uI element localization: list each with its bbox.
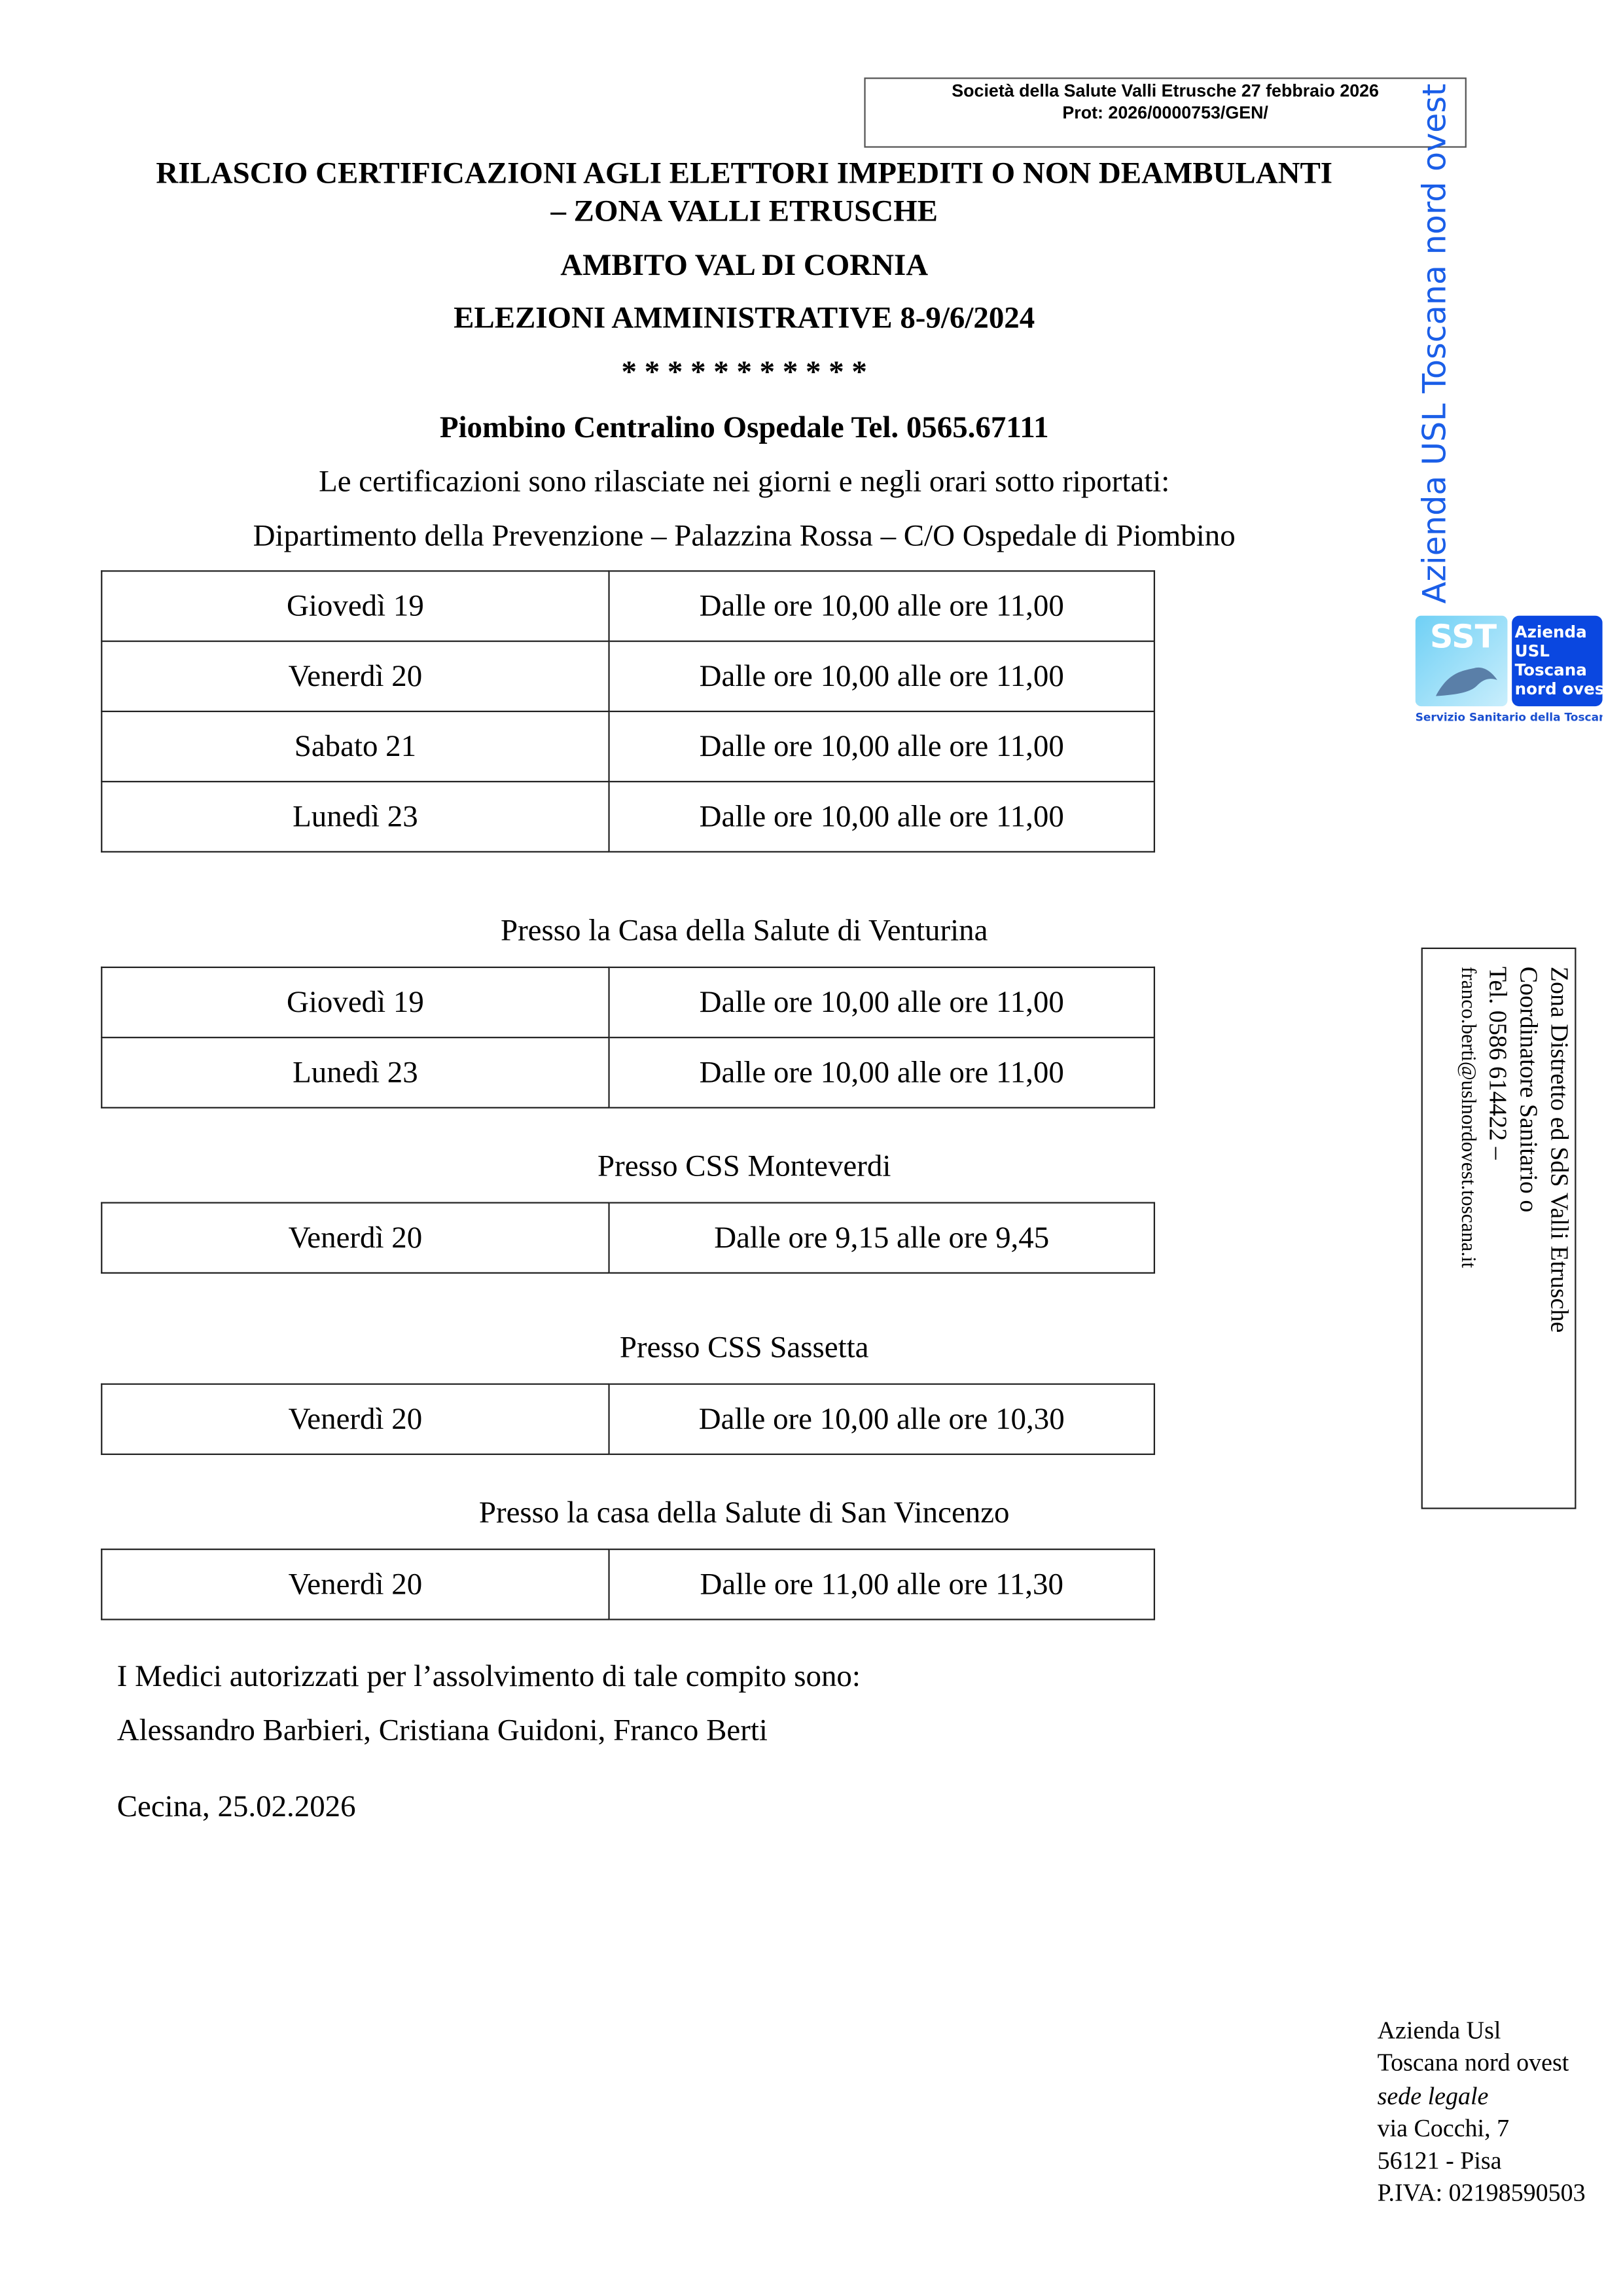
footer-address: Azienda Usl Toscana nord ovest sede lega… xyxy=(1378,2015,1586,2211)
footer-line: Toscana nord ovest xyxy=(1377,2049,1569,2077)
hours-cell: Dalle ore 9,15 alle ore 9,45 xyxy=(608,1202,1156,1274)
section-title: Presso CSS Monteverdi xyxy=(597,1147,891,1183)
contact-coordinatore: Coordinatore Sanitario o xyxy=(1514,966,1543,1213)
schedule-table: Giovedì 19 Dalle ore 10,00 alle ore 11,00… xyxy=(101,570,1156,853)
svg-text:SST: SST xyxy=(1430,618,1497,656)
title-line-2: – ZONA VALLI ETRUSCHE xyxy=(550,192,938,228)
contact-box: Zona Distretto ed SdS Valli Etrusche Coo… xyxy=(1421,947,1577,1509)
section-title: Presso la Casa della Salute di Venturina xyxy=(500,912,988,948)
day-cell: Venerdì 20 xyxy=(101,640,610,713)
day-cell: Venerdì 20 xyxy=(101,1549,610,1621)
day-cell: Lunedì 23 xyxy=(101,1037,610,1109)
vertical-brand-text: Azienda USL Toscana nord ovest xyxy=(1418,83,1454,604)
contact-tel: Tel. 0586 614422 – xyxy=(1484,966,1512,1160)
footer-line: P.IVA: 02198590503 xyxy=(1377,2179,1586,2208)
contact-zona: Zona Distretto ed SdS Valli Etrusche xyxy=(1545,966,1573,1333)
hours-cell: Dalle ore 10,00 alle ore 11,00 xyxy=(608,710,1156,783)
doctors-intro: I Medici autorizzati per l’assolvimento … xyxy=(116,1658,861,1694)
footer-line: sede legale xyxy=(1377,2081,1489,2110)
hours-cell: Dalle ore 10,00 alle ore 11,00 xyxy=(608,1037,1156,1109)
title-line-1: RILASCIO CERTIFICAZIONI AGLI ELETTORI IM… xyxy=(156,154,1333,190)
schedule-table: Giovedì 19 Dalle ore 10,00 alle ore 11,00… xyxy=(101,966,1156,1109)
hours-cell: Dalle ore 10,00 alle ore 10,30 xyxy=(608,1383,1156,1456)
table-row: Venerdì 20 Dalle ore 11,00 alle ore 11,30 xyxy=(101,1549,1156,1621)
day-cell: Sabato 21 xyxy=(101,710,610,783)
contact-email: franco.berti@uslnordovest.toscana.it xyxy=(1456,966,1478,1268)
doctors-list: Alessandro Barbieri, Cristiana Guidoni, … xyxy=(116,1712,768,1748)
protocol-stamp: Società della Salute Valli Etrusche 27 f… xyxy=(864,77,1467,148)
title-line-4: ELEZIONI AMMINISTRATIVE 8-9/6/2024 xyxy=(454,300,1035,335)
phone-line: Piombino Centralino Ospedale Tel. 0565.6… xyxy=(439,409,1049,445)
stamp-line-1: Società della Salute Valli Etrusche 27 f… xyxy=(952,80,1379,101)
table-row: Venerdì 20 Dalle ore 10,00 alle ore 11,00 xyxy=(101,640,1156,713)
stamp-line-2: Prot: 2026/0000753/GEN/ xyxy=(1062,102,1268,123)
table-row: Sabato 21 Dalle ore 10,00 alle ore 11,00 xyxy=(101,710,1156,783)
hours-cell: Dalle ore 11,00 alle ore 11,30 xyxy=(608,1549,1156,1621)
schedule-table: Venerdì 20 Dalle ore 9,15 alle ore 9,45 xyxy=(101,1202,1156,1274)
day-cell: Lunedì 23 xyxy=(101,781,610,853)
intro-line: Le certificazioni sono rilasciate nei gi… xyxy=(319,463,1170,499)
table-row: Lunedì 23 Dalle ore 10,00 alle ore 11,00 xyxy=(101,1037,1156,1109)
place-date: Cecina, 25.02.2026 xyxy=(116,1788,356,1824)
day-cell: Giovedì 19 xyxy=(101,966,610,1039)
separator-stars: * * * * * * * * * * * xyxy=(621,353,867,389)
section-title: Dipartimento della Prevenzione – Palazzi… xyxy=(253,517,1236,553)
hours-cell: Dalle ore 10,00 alle ore 11,00 xyxy=(608,570,1156,642)
hours-cell: Dalle ore 10,00 alle ore 11,00 xyxy=(608,781,1156,853)
usl-logo: SST Azienda USL Toscana nord ovest Servizio… xyxy=(1415,615,1614,724)
schedule-table: Venerdì 20 Dalle ore 11,00 alle ore 11,30 xyxy=(101,1549,1156,1621)
footer-line: via Cocchi, 7 xyxy=(1377,2114,1510,2142)
day-cell: Venerdì 20 xyxy=(101,1202,610,1274)
table-row: Lunedì 23 Dalle ore 10,00 alle ore 11,00 xyxy=(101,781,1156,853)
table-row: Venerdì 20 Dalle ore 10,00 alle ore 10,30 xyxy=(101,1383,1156,1456)
hours-cell: Dalle ore 10,00 alle ore 11,00 xyxy=(608,966,1156,1039)
day-cell: Giovedì 19 xyxy=(101,570,610,642)
section-title: Presso la casa della Salute di San Vince… xyxy=(478,1494,1010,1530)
day-cell: Venerdì 20 xyxy=(101,1383,610,1456)
svg-text:Servizio Sanitario della Tosca: Servizio Sanitario della Toscana xyxy=(1416,711,1603,723)
footer-line: Azienda Usl xyxy=(1377,2016,1501,2045)
table-row: Venerdì 20 Dalle ore 9,15 alle ore 9,45 xyxy=(101,1202,1156,1274)
footer-line: 56121 - Pisa xyxy=(1377,2147,1502,2175)
title-line-3: AMBITO VAL DI CORNIA xyxy=(560,247,929,283)
hours-cell: Dalle ore 10,00 alle ore 11,00 xyxy=(608,640,1156,713)
table-row: Giovedì 19 Dalle ore 10,00 alle ore 11,00 xyxy=(101,570,1156,642)
section-title: Presso CSS Sassetta xyxy=(619,1329,869,1365)
schedule-table: Venerdì 20 Dalle ore 10,00 alle ore 10,30 xyxy=(101,1383,1156,1456)
table-row: Giovedì 19 Dalle ore 10,00 alle ore 11,00 xyxy=(101,966,1156,1039)
